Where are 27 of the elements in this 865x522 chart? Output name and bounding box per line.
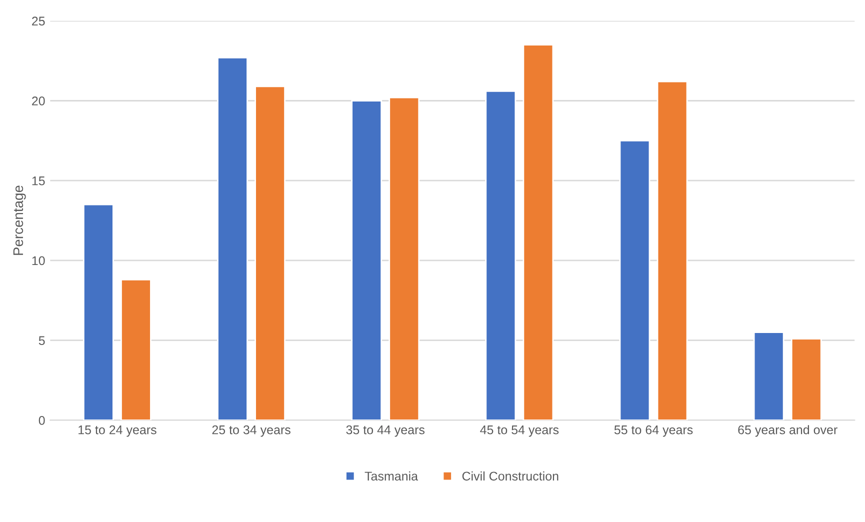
x-tick-label: 65 years and over [738,425,838,437]
bar [522,44,554,420]
x-tick-label: 35 to 44 years [346,425,425,437]
x-tick-label: 25 to 34 years [212,425,290,437]
legend-label: Tasmania [364,471,418,481]
y-tick-label: 15 [32,176,45,186]
bar [619,140,650,420]
bar [656,80,688,420]
y-tick-label: 5 [38,336,45,345]
y-tick-label: 10 [32,256,45,266]
x-tick-label: 45 to 54 years [480,426,559,437]
y-tick-label: 20 [32,96,45,106]
x-tick-label: 15 to 24 years [78,425,156,437]
y-tick-label: 25 [32,16,45,26]
y-tick-label: 0 [38,416,45,425]
legend-label: Civil Construction [462,471,558,481]
y-axis-title: Percentage [13,186,26,255]
bar [790,338,822,420]
bar [485,90,516,420]
bar [217,56,248,420]
x-tick-label: 55 to 64 years [614,425,693,437]
bar [388,96,420,420]
bar [753,332,784,420]
bar [351,100,382,420]
bar [82,204,114,420]
bar [120,278,152,420]
bar [254,86,286,420]
